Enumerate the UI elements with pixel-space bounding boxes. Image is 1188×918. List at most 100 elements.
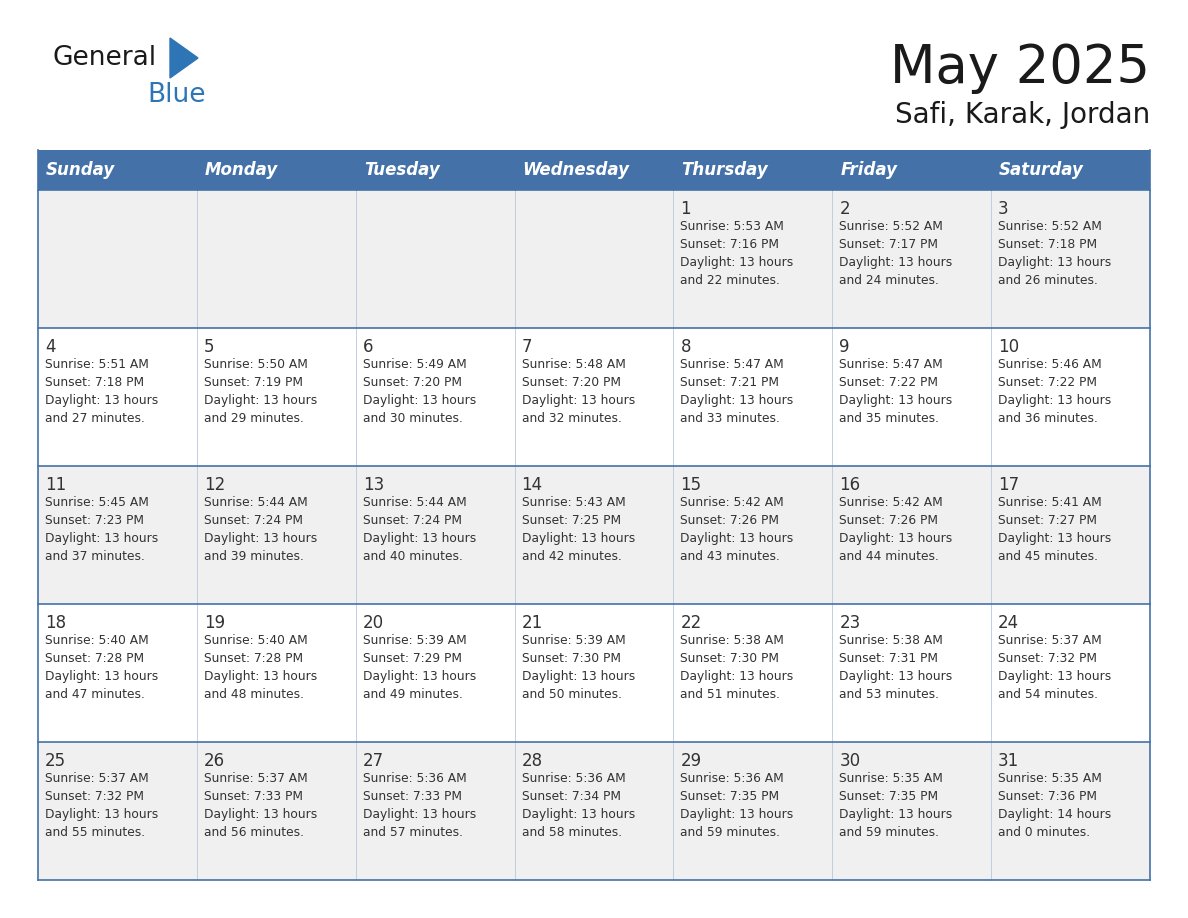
- Text: and 59 minutes.: and 59 minutes.: [681, 826, 781, 839]
- Text: Daylight: 13 hours: Daylight: 13 hours: [681, 394, 794, 407]
- Text: Daylight: 13 hours: Daylight: 13 hours: [998, 670, 1112, 683]
- Text: Sunset: 7:28 PM: Sunset: 7:28 PM: [204, 652, 303, 665]
- Text: 2: 2: [839, 200, 849, 218]
- Text: Sunrise: 5:40 AM: Sunrise: 5:40 AM: [45, 634, 148, 647]
- Text: 24: 24: [998, 614, 1019, 632]
- Text: Sunset: 7:20 PM: Sunset: 7:20 PM: [362, 376, 462, 389]
- Text: and 59 minutes.: and 59 minutes.: [839, 826, 940, 839]
- Text: Daylight: 13 hours: Daylight: 13 hours: [45, 670, 158, 683]
- Bar: [38, 150, 197, 190]
- Text: Sunset: 7:21 PM: Sunset: 7:21 PM: [681, 376, 779, 389]
- Text: and 27 minutes.: and 27 minutes.: [45, 412, 145, 425]
- Text: Daylight: 13 hours: Daylight: 13 hours: [681, 256, 794, 269]
- Text: Sunset: 7:30 PM: Sunset: 7:30 PM: [681, 652, 779, 665]
- Text: Sunrise: 5:51 AM: Sunrise: 5:51 AM: [45, 358, 148, 371]
- Text: and 56 minutes.: and 56 minutes.: [204, 826, 304, 839]
- Text: Sunset: 7:32 PM: Sunset: 7:32 PM: [45, 790, 144, 803]
- Text: Daylight: 13 hours: Daylight: 13 hours: [204, 394, 317, 407]
- Text: 1: 1: [681, 200, 691, 218]
- Text: Sunset: 7:25 PM: Sunset: 7:25 PM: [522, 514, 620, 527]
- Text: and 39 minutes.: and 39 minutes.: [204, 550, 304, 563]
- Text: Sunrise: 5:39 AM: Sunrise: 5:39 AM: [522, 634, 625, 647]
- Text: Sunset: 7:22 PM: Sunset: 7:22 PM: [839, 376, 939, 389]
- Text: Daylight: 13 hours: Daylight: 13 hours: [522, 394, 634, 407]
- Text: and 36 minutes.: and 36 minutes.: [998, 412, 1098, 425]
- Text: Sunset: 7:26 PM: Sunset: 7:26 PM: [681, 514, 779, 527]
- Text: 17: 17: [998, 476, 1019, 494]
- Text: Sunrise: 5:41 AM: Sunrise: 5:41 AM: [998, 496, 1102, 509]
- Text: and 55 minutes.: and 55 minutes.: [45, 826, 145, 839]
- Text: 23: 23: [839, 614, 860, 632]
- Text: Daylight: 13 hours: Daylight: 13 hours: [839, 394, 953, 407]
- Text: and 33 minutes.: and 33 minutes.: [681, 412, 781, 425]
- Text: and 26 minutes.: and 26 minutes.: [998, 274, 1098, 287]
- Text: and 40 minutes.: and 40 minutes.: [362, 550, 462, 563]
- Text: and 24 minutes.: and 24 minutes.: [839, 274, 940, 287]
- Text: Sunset: 7:35 PM: Sunset: 7:35 PM: [839, 790, 939, 803]
- Text: 5: 5: [204, 338, 214, 356]
- Text: Sunday: Sunday: [46, 161, 115, 179]
- Text: General: General: [52, 45, 156, 71]
- Text: Sunrise: 5:46 AM: Sunrise: 5:46 AM: [998, 358, 1102, 371]
- Text: Sunrise: 5:37 AM: Sunrise: 5:37 AM: [998, 634, 1102, 647]
- Text: Sunset: 7:18 PM: Sunset: 7:18 PM: [998, 238, 1098, 251]
- Text: Safi, Karak, Jordan: Safi, Karak, Jordan: [895, 101, 1150, 129]
- Text: Sunrise: 5:35 AM: Sunrise: 5:35 AM: [839, 772, 943, 785]
- Text: Sunset: 7:28 PM: Sunset: 7:28 PM: [45, 652, 144, 665]
- Text: and 37 minutes.: and 37 minutes.: [45, 550, 145, 563]
- Text: Daylight: 13 hours: Daylight: 13 hours: [522, 532, 634, 545]
- Bar: [38, 190, 1150, 328]
- Text: 22: 22: [681, 614, 702, 632]
- Text: Sunset: 7:24 PM: Sunset: 7:24 PM: [362, 514, 462, 527]
- Text: Sunrise: 5:49 AM: Sunrise: 5:49 AM: [362, 358, 467, 371]
- Text: Sunrise: 5:36 AM: Sunrise: 5:36 AM: [522, 772, 625, 785]
- Text: Sunset: 7:33 PM: Sunset: 7:33 PM: [362, 790, 462, 803]
- Text: and 54 minutes.: and 54 minutes.: [998, 688, 1098, 701]
- Text: Sunset: 7:24 PM: Sunset: 7:24 PM: [204, 514, 303, 527]
- Text: Sunset: 7:35 PM: Sunset: 7:35 PM: [681, 790, 779, 803]
- Text: and 49 minutes.: and 49 minutes.: [362, 688, 462, 701]
- Text: 18: 18: [45, 614, 67, 632]
- Text: 29: 29: [681, 752, 702, 770]
- Text: Sunrise: 5:36 AM: Sunrise: 5:36 AM: [681, 772, 784, 785]
- Text: Sunset: 7:22 PM: Sunset: 7:22 PM: [998, 376, 1098, 389]
- Text: and 44 minutes.: and 44 minutes.: [839, 550, 940, 563]
- Text: 4: 4: [45, 338, 56, 356]
- Text: 13: 13: [362, 476, 384, 494]
- Text: Sunset: 7:29 PM: Sunset: 7:29 PM: [362, 652, 462, 665]
- Text: 14: 14: [522, 476, 543, 494]
- Text: Sunrise: 5:42 AM: Sunrise: 5:42 AM: [839, 496, 943, 509]
- Text: Thursday: Thursday: [682, 161, 769, 179]
- Text: Daylight: 13 hours: Daylight: 13 hours: [204, 670, 317, 683]
- Text: 26: 26: [204, 752, 225, 770]
- Text: Daylight: 13 hours: Daylight: 13 hours: [45, 808, 158, 821]
- Text: and 30 minutes.: and 30 minutes.: [362, 412, 462, 425]
- Text: 28: 28: [522, 752, 543, 770]
- Bar: [38, 466, 1150, 604]
- Text: Sunrise: 5:47 AM: Sunrise: 5:47 AM: [681, 358, 784, 371]
- Text: Daylight: 13 hours: Daylight: 13 hours: [998, 532, 1112, 545]
- Text: Sunrise: 5:37 AM: Sunrise: 5:37 AM: [45, 772, 148, 785]
- Text: and 50 minutes.: and 50 minutes.: [522, 688, 621, 701]
- Text: Sunset: 7:18 PM: Sunset: 7:18 PM: [45, 376, 144, 389]
- Text: and 51 minutes.: and 51 minutes.: [681, 688, 781, 701]
- Polygon shape: [170, 38, 198, 78]
- Text: 8: 8: [681, 338, 691, 356]
- Text: Daylight: 13 hours: Daylight: 13 hours: [45, 394, 158, 407]
- Text: Sunrise: 5:37 AM: Sunrise: 5:37 AM: [204, 772, 308, 785]
- Text: Sunrise: 5:50 AM: Sunrise: 5:50 AM: [204, 358, 308, 371]
- Bar: [38, 328, 1150, 466]
- Text: Daylight: 13 hours: Daylight: 13 hours: [362, 808, 476, 821]
- Text: and 29 minutes.: and 29 minutes.: [204, 412, 304, 425]
- Text: Sunrise: 5:42 AM: Sunrise: 5:42 AM: [681, 496, 784, 509]
- Text: 19: 19: [204, 614, 225, 632]
- Text: Sunrise: 5:38 AM: Sunrise: 5:38 AM: [681, 634, 784, 647]
- Bar: [674, 150, 833, 190]
- Text: 3: 3: [998, 200, 1009, 218]
- Text: 7: 7: [522, 338, 532, 356]
- Text: Daylight: 13 hours: Daylight: 13 hours: [681, 808, 794, 821]
- Text: 30: 30: [839, 752, 860, 770]
- Text: Sunrise: 5:39 AM: Sunrise: 5:39 AM: [362, 634, 467, 647]
- Text: Blue: Blue: [147, 82, 206, 108]
- Text: Sunset: 7:36 PM: Sunset: 7:36 PM: [998, 790, 1098, 803]
